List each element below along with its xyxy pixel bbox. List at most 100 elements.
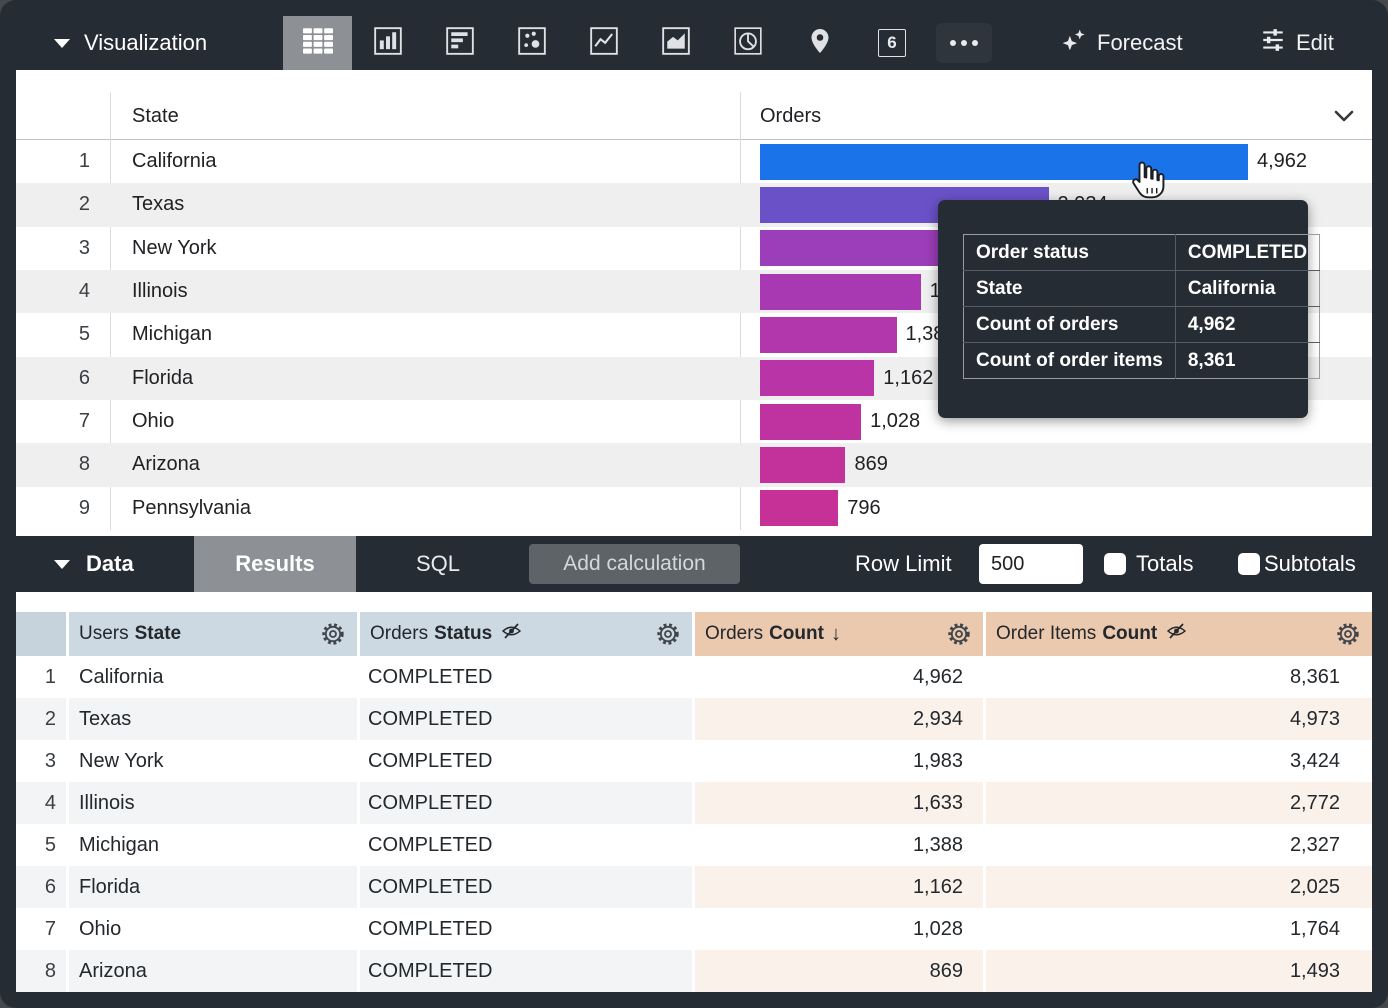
row-number-cell[interactable]: 2 [16,698,69,740]
area-chart-icon [662,26,690,60]
viz-type-table-button[interactable] [283,16,352,70]
chevron-down-icon[interactable] [1332,107,1356,130]
viz-bar[interactable] [760,490,839,527]
row-number-cell[interactable]: 1 [16,656,69,698]
state-cell[interactable]: California [69,656,360,698]
status-cell[interactable]: COMPLETED [360,908,695,950]
viz-state-cell: New York [132,236,217,259]
status-cell[interactable]: COMPLETED [360,656,695,698]
state-cell[interactable]: Arizona [69,950,360,992]
status-cell[interactable]: COMPLETED [360,824,695,866]
state-cell[interactable]: Michigan [69,824,360,866]
chart-tooltip: Order status COMPLETED State California … [938,200,1321,418]
row-number-cell[interactable]: 4 [16,782,69,824]
column-header-users-state[interactable]: Users State [69,612,360,656]
viz-state-cell: Michigan [132,323,213,346]
tab-results[interactable]: Results [194,536,356,592]
viz-type-single-value-button[interactable]: 6 [856,16,928,70]
table-row: 8 Arizona COMPLETED 869 1,493 [16,950,1372,992]
order-items-count-cell[interactable]: 1,764 [1289,918,1340,940]
orders-count-cell[interactable]: 869 [695,950,986,992]
viz-bar[interactable] [760,273,921,310]
gear-icon[interactable] [321,622,345,652]
orders-count-cell[interactable]: 2,934 [695,698,986,740]
status-cell[interactable]: COMPLETED [360,950,695,992]
viz-type-area-chart-button[interactable] [640,16,712,70]
column-name: State [134,623,182,644]
viz-bar[interactable] [760,403,862,440]
order-items-count-cell[interactable]: 1,493 [986,950,1372,992]
viz-column-header-state[interactable]: State [132,105,179,127]
tooltip-label: Count of orders [963,306,1176,343]
viz-bar[interactable] [760,316,897,353]
order-items-count-cell[interactable]: 2,772 [986,782,1372,824]
edit-button[interactable]: Edit [1260,16,1334,70]
sort-descending-icon: ↓ [830,622,841,645]
orders-count-cell[interactable]: 1,633 [695,782,986,824]
data-section-label: Data [86,551,134,576]
row-number-cell[interactable]: 8 [16,950,69,992]
mouse-cursor-hand-icon [1126,158,1168,207]
order-items-count-cell[interactable]: 8,361 [1289,666,1340,688]
status-cell[interactable]: COMPLETED [360,740,695,782]
status-cell[interactable]: COMPLETED [360,698,695,740]
viz-bar-cell: 1,162 [740,360,1372,397]
row-number-cell[interactable]: 3 [16,740,69,782]
viz-bar[interactable] [760,230,956,267]
tooltip-value: COMPLETED [1187,241,1308,263]
forecast-button[interactable]: Forecast [1060,16,1183,70]
orders-count-cell[interactable]: 1,983 [695,740,986,782]
row-limit-input[interactable] [979,544,1083,584]
order-items-count-cell[interactable]: 4,973 [986,698,1372,740]
viz-state-cell: California [132,150,217,173]
state-cell[interactable]: New York [69,740,360,782]
data-toolbar: Data Results SQL Add calculation Row Lim… [16,536,1372,592]
orders-count-cell[interactable]: 1,162 [695,866,986,908]
viz-type-column-chart-button[interactable] [352,16,424,70]
scatter-plot-icon [518,26,546,60]
viz-column-header-orders[interactable]: Orders [760,105,822,127]
gear-icon[interactable] [656,622,680,652]
viz-state-cell: Texas [132,193,185,216]
visualization-section-toggle[interactable]: Visualization [54,16,207,70]
forecast-label: Forecast [1097,30,1183,55]
viz-bar[interactable] [760,143,1248,180]
gear-icon[interactable] [1336,622,1360,652]
viz-type-pie-chart-button[interactable] [712,16,784,70]
status-cell[interactable]: COMPLETED [360,866,695,908]
state-cell[interactable]: Ohio [69,908,360,950]
gear-icon[interactable] [947,622,971,652]
tab-sql[interactable]: SQL [415,551,461,576]
state-cell[interactable]: Texas [69,698,360,740]
viz-type-scatter-plot-button[interactable] [496,16,568,70]
viz-bar[interactable] [760,446,846,483]
column-header-orders-status[interactable]: Orders Status [360,612,695,656]
state-cell[interactable]: Florida [69,866,360,908]
subtotals-checkbox[interactable] [1238,553,1260,575]
data-section-toggle[interactable]: Data [54,536,134,592]
viz-bar-cell: 1,028 [740,403,1372,440]
row-number-cell[interactable]: 6 [16,866,69,908]
status-cell[interactable]: COMPLETED [360,782,695,824]
orders-count-cell[interactable]: 1,028 [695,908,986,950]
row-number-cell[interactable]: 5 [16,824,69,866]
orders-count-cell[interactable]: 1,388 [695,824,986,866]
results-table-body: 1 California COMPLETED 4,962 8,361 2 Texas COMP… [16,656,1372,992]
state-cell[interactable]: Illinois [69,782,360,824]
totals-checkbox[interactable] [1104,553,1126,575]
column-header-order-items-count[interactable]: Order Items Count [986,612,1372,656]
column-header-orders-count[interactable]: Orders Count ↓ [695,612,986,656]
viz-type-map-button[interactable] [784,16,856,70]
viz-type-line-chart-button[interactable] [568,16,640,70]
viz-type-bar-chart-button[interactable] [424,16,496,70]
visualization-toolbar: Visualization [16,16,1372,70]
orders-count-cell[interactable]: 4,962 [695,656,986,698]
order-items-count-cell[interactable]: 3,424 [1289,750,1340,772]
order-items-count-cell[interactable]: 2,327 [1289,834,1340,856]
row-number-cell[interactable]: 7 [16,908,69,950]
more-viz-types-button[interactable] [936,23,992,63]
order-items-count-cell[interactable]: 2,025 [986,866,1372,908]
viz-bar[interactable] [760,360,875,397]
add-calculation-button[interactable]: Add calculation [529,544,740,584]
